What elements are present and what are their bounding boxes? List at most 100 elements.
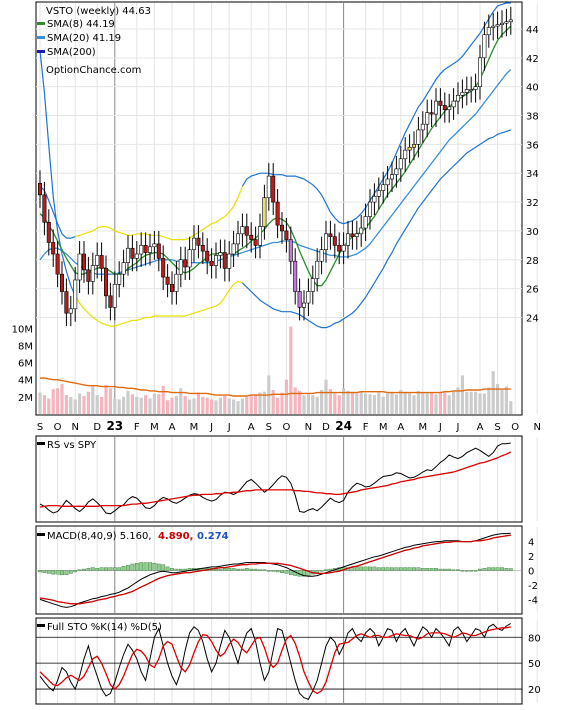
- candle-body: [306, 291, 311, 304]
- macd-histogram-bar: [456, 569, 460, 571]
- macd-histogram-bar: [240, 568, 245, 571]
- volume-bar: [509, 401, 513, 414]
- candle-body: [482, 34, 487, 59]
- volume-bar: [130, 394, 134, 414]
- volume-bar: [293, 387, 297, 414]
- candle-body: [433, 100, 438, 115]
- volume-bar: [416, 390, 420, 414]
- volume-bar: [350, 391, 354, 414]
- candle-body: [42, 194, 47, 223]
- sma8-legend-swatch: [37, 22, 45, 25]
- month-label: J: [209, 422, 213, 433]
- macd-histogram-bar: [130, 563, 135, 571]
- candle-body: [486, 27, 491, 36]
- volume-layer: [38, 326, 513, 414]
- candle-body: [134, 253, 139, 259]
- sma8-legend-label: SMA(8) 44.19: [47, 19, 115, 30]
- volume-bar: [210, 399, 214, 414]
- candle-body: [249, 234, 254, 240]
- candle-body: [301, 302, 306, 308]
- volume-bar: [188, 399, 192, 414]
- candle-body: [499, 22, 504, 25]
- volume-bar: [223, 396, 227, 414]
- volume-bar: [346, 390, 350, 414]
- month-label: J: [438, 422, 442, 433]
- candle-body: [130, 247, 135, 259]
- volume-bar: [478, 393, 482, 414]
- volume-bar: [227, 398, 231, 414]
- sto-tick-label: 20: [528, 685, 541, 696]
- volume-bar: [390, 392, 394, 414]
- volume-bar: [64, 395, 68, 414]
- indicator-layer: [36, 442, 522, 701]
- candle-body: [447, 106, 452, 111]
- candle-body: [460, 92, 465, 96]
- volume-bar: [364, 393, 368, 414]
- volume-bar: [355, 393, 359, 414]
- sma20-legend-swatch: [37, 36, 45, 39]
- candle-body: [451, 100, 456, 108]
- candle-body: [240, 226, 245, 235]
- macd-histogram-bar: [412, 567, 416, 571]
- volume-bar: [161, 385, 165, 414]
- volume-bar: [465, 391, 469, 414]
- macd-histogram-bar: [266, 570, 271, 572]
- candle-body: [46, 221, 51, 243]
- bollinger-upper-line: [39, 185, 76, 239]
- candle-body: [398, 158, 403, 170]
- macd-histogram-bar: [152, 563, 157, 571]
- macd-histogram-bar: [222, 568, 227, 571]
- volume-bar: [100, 396, 104, 414]
- macd-histogram-bar: [218, 568, 223, 571]
- candle-body: [108, 295, 113, 308]
- month-label: N: [305, 422, 312, 433]
- candle-body: [214, 255, 219, 266]
- candle-body: [354, 233, 359, 237]
- macd-histogram-bar: [64, 570, 69, 576]
- volume-bar: [315, 396, 319, 414]
- sma20-line: [39, 69, 512, 275]
- price-tick-label: 36: [526, 140, 539, 151]
- candle-body: [266, 175, 271, 199]
- candle-body: [425, 112, 430, 125]
- macd-histogram-bar: [99, 567, 104, 571]
- month-label: F: [363, 422, 369, 433]
- volume-bar: [179, 388, 183, 414]
- volume-bar: [170, 397, 174, 414]
- candle-body: [59, 273, 64, 292]
- volume-bar: [421, 392, 425, 414]
- volume-bar: [47, 398, 51, 414]
- volume-bar: [254, 394, 258, 414]
- macd-histogram-bar: [425, 568, 430, 571]
- candle-body: [367, 201, 372, 217]
- candle-body: [187, 249, 192, 268]
- macd-histogram-bar: [236, 568, 240, 571]
- macd-histogram-bar: [95, 568, 100, 571]
- volume-bar: [408, 393, 412, 414]
- candle-body: [200, 245, 205, 252]
- macd-histogram-bar: [51, 570, 56, 575]
- macd-signal-value: 4.890,: [158, 531, 193, 542]
- volume-bar: [73, 399, 77, 414]
- macd-histogram-bar: [134, 563, 139, 571]
- macd-histogram-bar: [372, 566, 377, 571]
- macd-histogram-bar: [148, 562, 152, 571]
- candle-body: [227, 253, 232, 269]
- candle-body: [86, 269, 91, 282]
- macd-histogram-bar: [42, 570, 47, 573]
- candle-body: [209, 260, 214, 266]
- candle-body: [504, 21, 509, 24]
- candle-body: [271, 175, 276, 203]
- candle-body: [170, 283, 175, 292]
- macd-histogram-bar: [482, 568, 487, 571]
- volume-bar: [386, 393, 390, 414]
- macd-histogram-bar: [258, 569, 262, 571]
- price-title: VSTO (weekly) 44.63: [46, 6, 151, 17]
- price-tick-label: 26: [526, 285, 539, 296]
- candle-body: [222, 252, 227, 269]
- month-label: M: [418, 422, 427, 433]
- macd-histogram-bar: [350, 567, 355, 571]
- rs-panel-frame: [35, 435, 523, 523]
- candle-body: [205, 250, 210, 262]
- volume-bar: [108, 388, 112, 414]
